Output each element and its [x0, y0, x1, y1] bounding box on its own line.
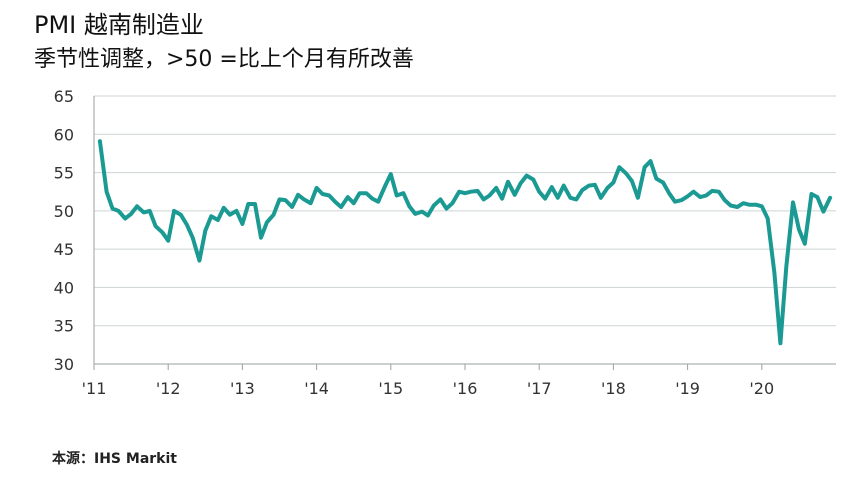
x-tick-label: '18	[601, 379, 626, 398]
y-tick-label: 45	[54, 240, 74, 259]
source-note: 本源：IHS Markit	[52, 451, 177, 467]
x-tick-label: '12	[156, 379, 181, 398]
y-tick-label: 30	[54, 355, 74, 374]
y-tick-label: 35	[54, 317, 74, 336]
x-tick-label: '19	[675, 379, 700, 398]
y-tick-label: 50	[54, 202, 74, 221]
x-tick-label: '14	[304, 379, 329, 398]
chart-subtitle: 季节性调整，>50 =比上个月有所改善	[34, 47, 414, 72]
x-tick-label: '11	[82, 379, 107, 398]
y-tick-label: 40	[54, 278, 74, 297]
y-tick-label: 55	[54, 164, 74, 183]
pmi-series-line	[97, 139, 833, 346]
y-tick-label: 65	[54, 87, 74, 106]
x-tick-label: '16	[453, 379, 478, 398]
x-tick-label: '17	[527, 379, 552, 398]
x-tick-label: '13	[230, 379, 255, 398]
x-tick-label: '15	[378, 379, 403, 398]
chart-title: PMI 越南制造业	[34, 11, 204, 39]
y-tick-label: 60	[54, 125, 74, 144]
x-tick-label: '20	[749, 379, 774, 398]
